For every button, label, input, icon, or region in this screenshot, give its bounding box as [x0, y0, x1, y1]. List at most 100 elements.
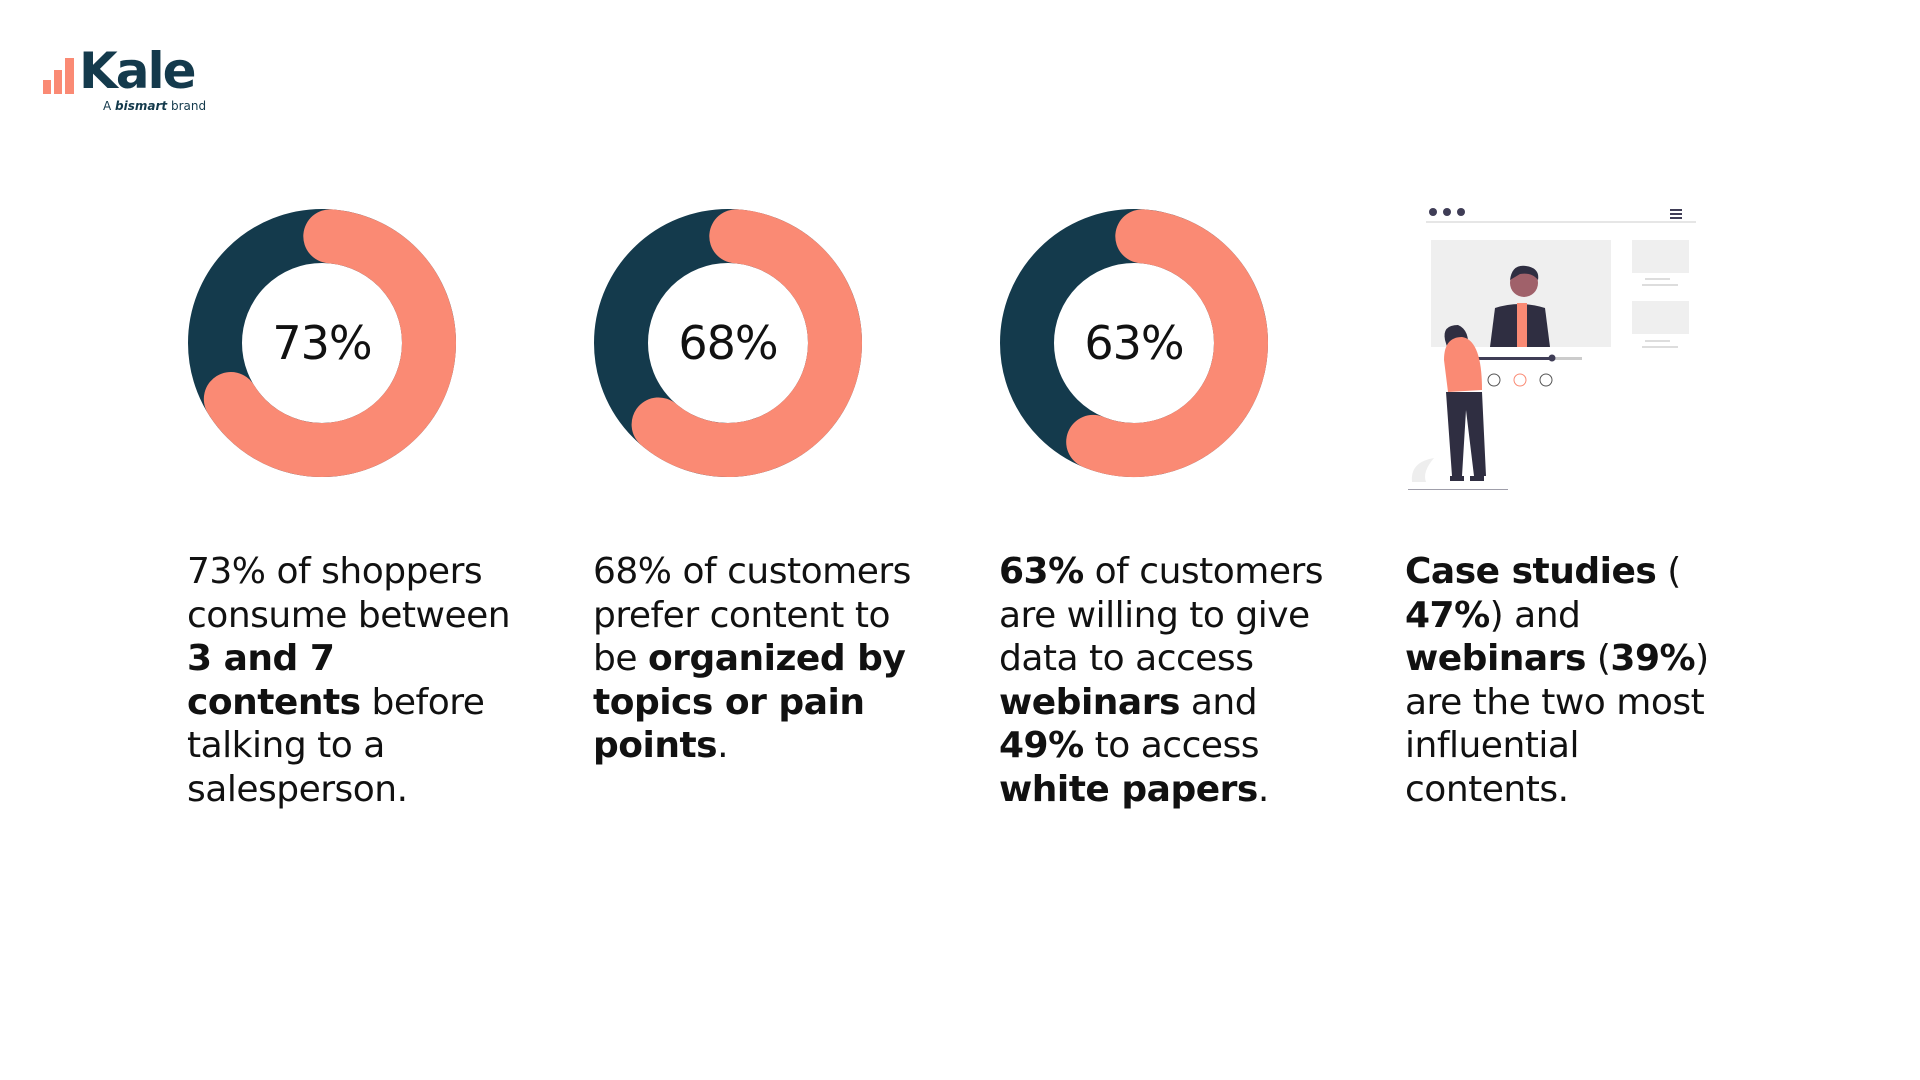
word: Case: [1405, 551, 1500, 592]
word: most: [1616, 681, 1705, 723]
stat-description: 68% of customers prefer content to be or…: [593, 550, 923, 768]
stat-description: 63% of customers are willing to give dat…: [999, 550, 1329, 811]
word: .: [717, 725, 729, 766]
word: 68%: [593, 551, 672, 592]
word: to: [1189, 594, 1225, 636]
word: consume: [187, 594, 347, 636]
word: 73%: [187, 551, 266, 592]
word: contents.: [1405, 768, 1569, 810]
word: and: [1514, 594, 1581, 636]
word: influential: [1405, 725, 1579, 766]
word: or: [724, 681, 767, 723]
bold-text: 3 and 7 contents: [187, 638, 361, 723]
bold-text: webinars: [1405, 638, 1586, 679]
word: topics: [593, 681, 713, 723]
bar-chart-logo-icon: [43, 58, 74, 94]
word: access: [1140, 725, 1260, 766]
word: and: [223, 638, 299, 679]
word: organized: [647, 638, 846, 679]
word: to: [854, 594, 891, 636]
word: of: [1094, 551, 1129, 592]
text: before talking to a salesperson.: [187, 681, 485, 810]
stat-column-3: 63% 63% of customers are willing to give…: [999, 208, 1379, 810]
bold-text: 39%: [1610, 638, 1695, 679]
word: webinars: [999, 681, 1180, 723]
text: ) are the two most influential contents.: [1405, 638, 1709, 810]
word: 3: [187, 638, 212, 679]
donut-chart: 63%: [999, 208, 1269, 478]
word: 49%: [999, 725, 1084, 766]
word: 39%: [1610, 638, 1696, 679]
text: .: [717, 725, 728, 766]
word: pain: [778, 681, 865, 723]
word: to: [1089, 638, 1125, 679]
word: willing: [1066, 594, 1179, 636]
word: content: [709, 594, 845, 636]
stat-column-1: 73% 73% of shoppers consume between 3 an…: [187, 208, 567, 810]
text: 73% of shoppers consume between: [187, 551, 511, 636]
donut-percent-label: 73%: [272, 316, 372, 370]
word: of: [276, 551, 311, 592]
word: 47%: [1405, 594, 1490, 636]
word: to: [317, 725, 353, 766]
word: webinars: [1405, 638, 1586, 679]
word: .: [1257, 768, 1269, 810]
text: (: [1586, 638, 1611, 679]
donut-percent-arc: [594, 209, 862, 477]
word: two: [1541, 681, 1606, 723]
text: 68% of customers prefer content to be: [593, 551, 911, 679]
tagline-suffix: brand: [170, 99, 207, 113]
tagline-prefix: A: [103, 99, 112, 113]
text: ) and: [1490, 595, 1581, 636]
word: between: [357, 594, 511, 636]
word: (: [1596, 638, 1611, 679]
donut-percent-arc: [1000, 209, 1268, 477]
word: before: [371, 681, 485, 723]
word: 7: [309, 638, 335, 679]
word: salesperson.: [187, 768, 408, 810]
word: shoppers: [321, 551, 483, 592]
bold-text: 49%: [999, 725, 1084, 766]
word: data: [999, 638, 1079, 679]
word: 63%: [999, 551, 1084, 592]
video-webinar-illustration: [1408, 208, 1696, 490]
word: papers: [1121, 768, 1258, 810]
logo-wordmark: Kale: [79, 42, 197, 100]
tagline-brand: bismart: [115, 99, 168, 113]
bold-text: webinars: [999, 682, 1180, 723]
word: are: [999, 594, 1056, 636]
stat-column-2: 68% 68% of customers prefer content to b…: [593, 208, 973, 766]
word: access: [1135, 638, 1254, 679]
text: to access: [1084, 725, 1260, 766]
word: give: [1235, 594, 1310, 636]
stat-description: 73% of shoppers consume between 3 and 7 …: [187, 550, 517, 811]
word: prefer: [593, 594, 699, 636]
word: be: [593, 638, 638, 679]
donut-chart: 68%: [593, 208, 863, 478]
donut-percent-label: 63%: [1084, 316, 1184, 370]
word: customers: [727, 551, 911, 592]
word: contents: [187, 681, 361, 723]
word: customers: [1139, 551, 1324, 592]
logo-tagline: A bismart brand: [103, 98, 206, 114]
text: (: [1656, 551, 1681, 592]
word: to: [1094, 725, 1131, 766]
kale-logo: Kale A bismart brand: [43, 42, 213, 118]
bold-text: 47%: [1405, 595, 1490, 636]
word: of: [682, 551, 717, 592]
text: and: [1180, 682, 1258, 723]
word: talking: [187, 725, 307, 766]
word: studies: [1511, 551, 1657, 592]
donut-percent-label: 68%: [678, 316, 778, 370]
donut-percent-arc: [188, 209, 456, 477]
word: points: [593, 725, 718, 766]
word: (: [1667, 551, 1681, 592]
word: ): [1695, 638, 1709, 679]
text: of customers are willing to give data to…: [999, 551, 1324, 679]
word: ): [1489, 594, 1504, 636]
bold-text: white papers: [999, 769, 1258, 810]
word: by: [857, 638, 906, 679]
stat-description: Case studies (47%) and webinars (39%) ar…: [1405, 550, 1735, 811]
bold-text: organized by topics or pain points: [593, 638, 906, 766]
text: .: [1258, 769, 1269, 810]
